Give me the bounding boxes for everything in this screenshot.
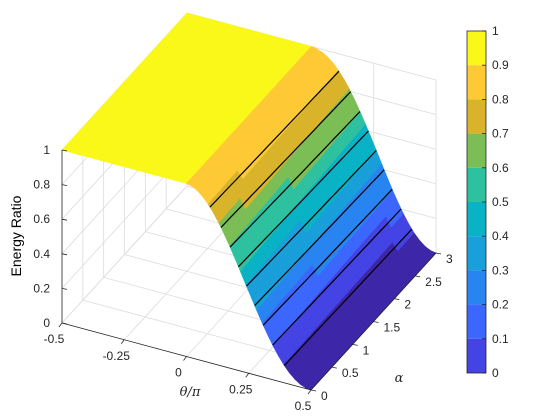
x-tick [183,356,187,361]
x-tick [58,322,63,328]
contour-line [262,188,393,326]
colorbar-band [467,202,486,237]
x-tick [307,389,312,395]
y-tick [415,275,421,278]
colorbar-tick-label: 0.1 [492,332,509,346]
contour-line [272,208,402,346]
colorbar-tick-label: 0.8 [492,92,509,106]
x-tick-label: -0.25 [103,349,131,363]
colorbar-tick-label: 0.4 [492,229,509,243]
y-tick-label: 2.5 [425,275,442,289]
contour-line [283,228,413,366]
x-tick-label: 0.25 [229,382,253,396]
colorbar-band [467,65,486,100]
axes: -0.5 -0.25 0 0.25 0.5 0 0.5 1 1.52 2.5 3 0 0.2 0.4 0.6… [33,143,453,413]
y-tick [435,252,442,255]
contour-line [209,70,340,208]
y-tick [352,343,358,346]
z-tick-label: 0.2 [33,281,50,295]
y-tick-label: 1.5 [384,321,401,335]
y-tick [331,366,337,369]
colorbar-band [467,99,486,134]
y-tick-label: 1 [363,343,370,357]
z-axis-label: Energy Ratio [8,195,24,276]
z-tick-label: 0.4 [33,247,50,261]
x-tick [245,373,250,378]
colorbar-band [467,270,486,305]
colorbar-tick-label: 0.3 [492,263,509,277]
colorbar-band [467,167,486,202]
contour-line [246,149,377,287]
z-tick [61,218,68,221]
z-tick-label: 0.6 [33,212,50,226]
y-tick [373,321,379,323]
y-tick [394,298,400,301]
colorbar-band [467,31,486,66]
z-tick [61,253,68,256]
colorbar-band [467,304,486,339]
z-tick [61,149,68,152]
surface-plot [61,12,437,391]
colorbar-tick-label: 0 [492,366,499,380]
contour-line [220,91,352,228]
colorbar-tick-label: 0.5 [492,195,509,209]
z-tick [61,288,68,290]
contour-line [254,169,385,307]
colorbar-tick-label: 0.7 [492,127,509,141]
x-tick-label: 0 [175,366,182,380]
colorbar-tick-label: 0.6 [492,161,509,175]
z-tick-label: 1 [43,143,50,157]
y-tick-label: 3 [446,252,453,266]
x-axis-label: θ/π [180,385,201,400]
colorbar: 0 0.1 0.2 0.3 0.4 0.5 0.6 0.7 0.8 0.9 1 [466,24,509,380]
colorbar-band [467,338,486,373]
y-tick-label: 0 [321,389,328,403]
colorbar-tick-label: 0.2 [492,298,509,312]
y-tick [310,389,317,392]
contour-line [237,130,369,268]
colorbar-band [467,133,486,168]
x-tick-label: -0.5 [44,332,65,346]
y-axis-label: α [395,371,404,386]
z-tick [61,322,68,325]
z-tick [61,184,68,186]
y-tick-label: 0.5 [342,366,359,380]
y-tick-label: 2 [404,298,411,312]
z-tick-label: 0.8 [33,178,50,192]
x-tick-label: 0.5 [295,399,312,413]
contour-line [229,111,361,248]
colorbar-tick-label: 0.9 [492,58,509,72]
colorbar-band [467,236,486,271]
colorbar-tick-label: 1 [492,24,499,38]
z-tick-label: 0 [43,316,50,330]
x-tick [120,339,125,344]
